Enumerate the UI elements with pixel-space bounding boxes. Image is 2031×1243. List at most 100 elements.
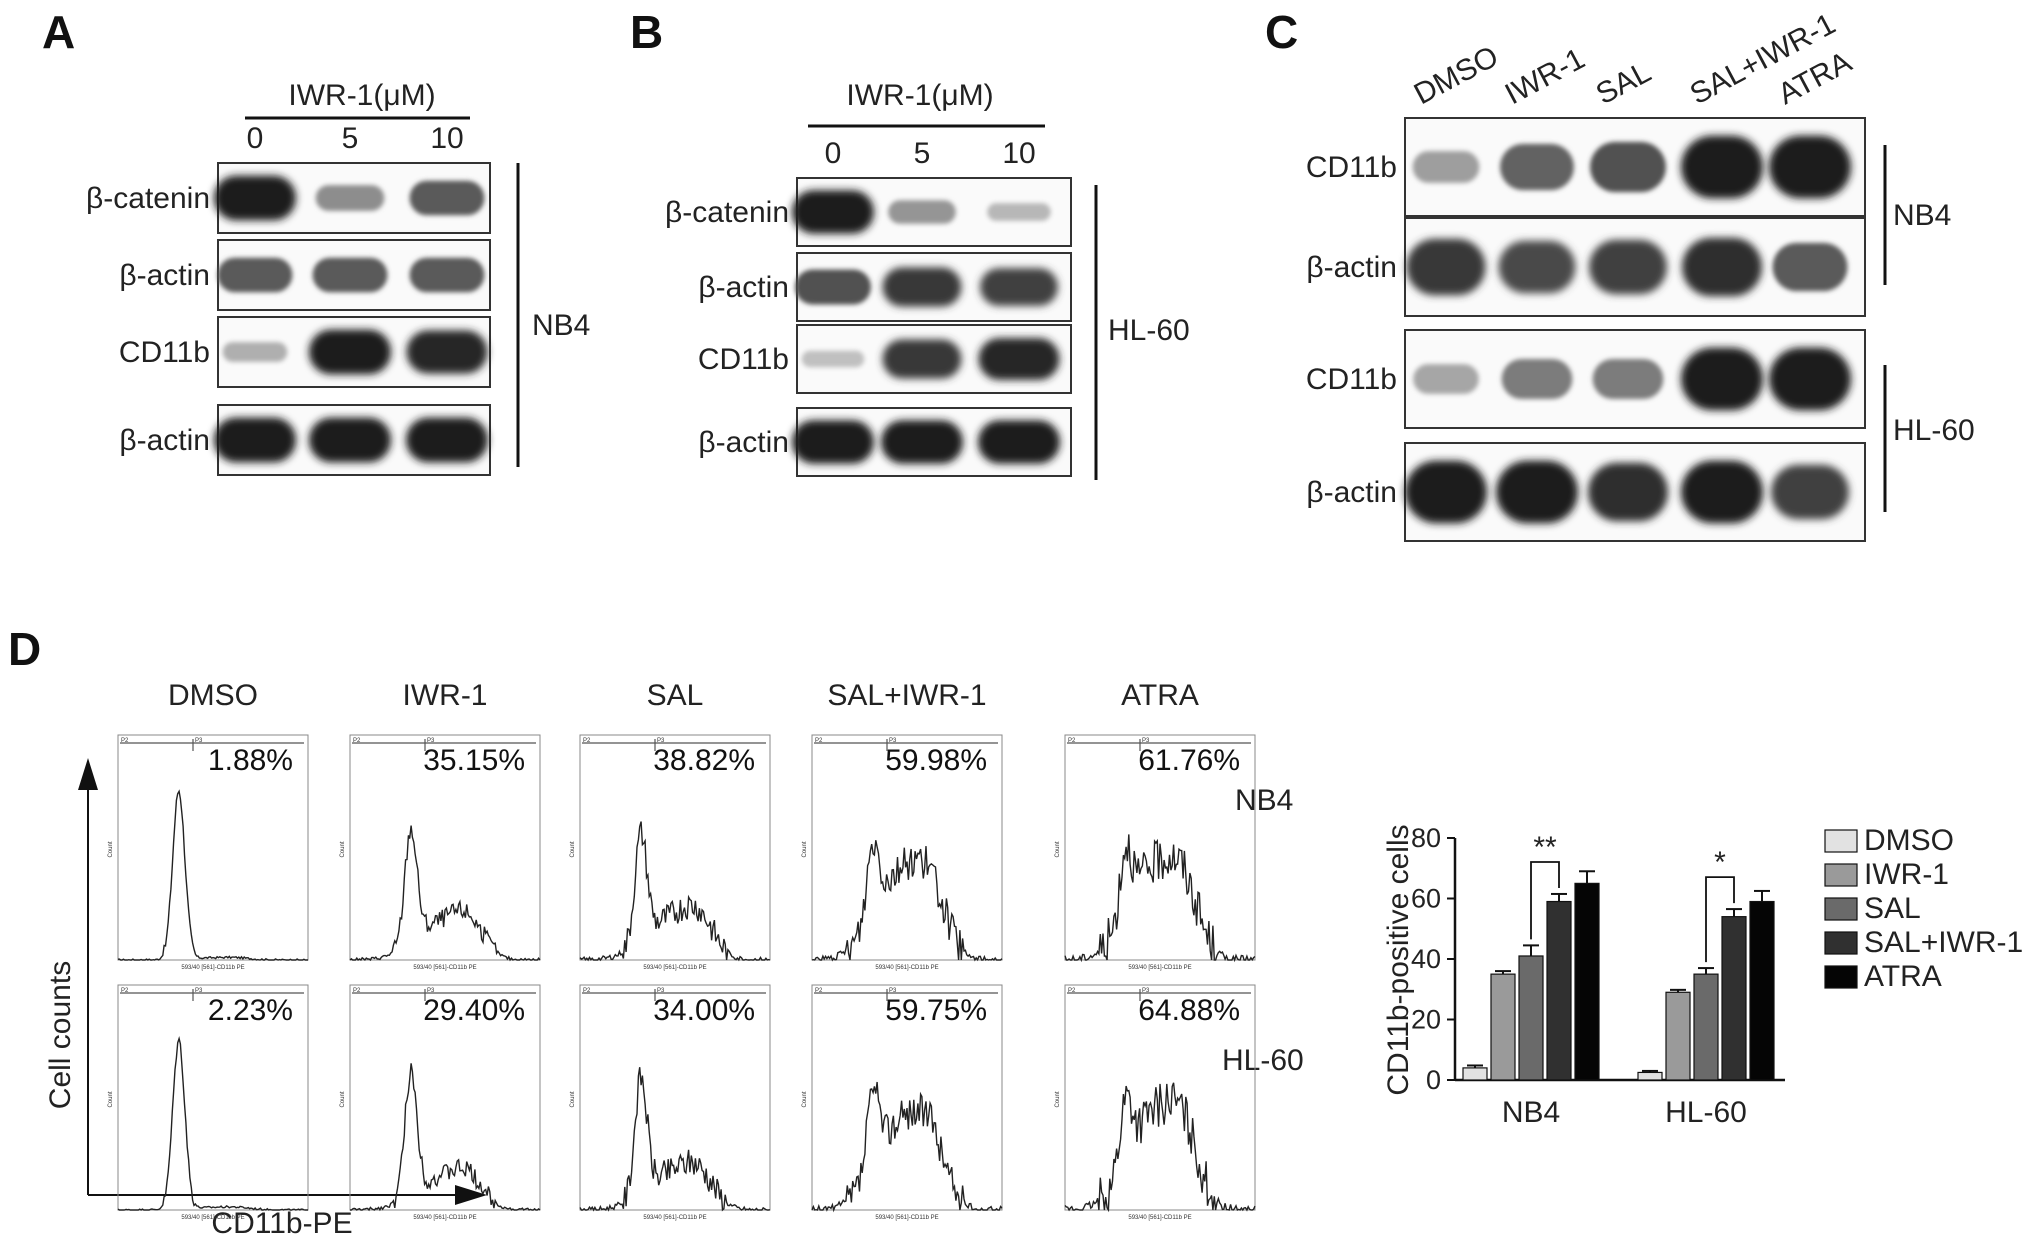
significance-label: **	[1533, 831, 1557, 864]
blot-band	[1772, 242, 1848, 292]
blot-band	[409, 257, 485, 293]
hist-x-label: 593/40 [561]-CD11b PE	[875, 965, 938, 971]
hist-x-label: 593/40 [561]-CD11b PE	[643, 965, 706, 971]
blot-band	[312, 257, 388, 293]
histogram-frame	[579, 734, 771, 961]
histogram-trace	[349, 825, 541, 962]
gate-label-p3: P3	[195, 738, 203, 744]
blot-band	[881, 420, 963, 464]
lane-label: SAL	[1591, 55, 1657, 111]
bar-hl-60-2	[1693, 973, 1719, 1081]
gate-label-p2: P2	[353, 988, 361, 994]
condition-header: DMSO	[168, 679, 258, 712]
nb4-label: NB4	[1893, 199, 1951, 232]
blot-row-label: β-actin	[119, 424, 210, 457]
blot-band	[1681, 135, 1763, 199]
gate-label-p3: P3	[657, 738, 665, 744]
histogram-trace	[811, 840, 1003, 962]
bar-nb4-2	[1518, 955, 1544, 1081]
blot-row-label: β-actin	[1306, 251, 1397, 284]
hl60-label: HL-60	[1893, 414, 1975, 447]
cd11b-pe-label: CD11b-PE	[211, 1207, 352, 1240]
gate-label-p2: P2	[815, 988, 823, 994]
hist-count-label: Count	[108, 841, 114, 857]
blot-band	[309, 329, 391, 375]
blot-band	[406, 330, 488, 374]
hist-x-label: 593/40 [561]-CD11b PE	[875, 1215, 938, 1221]
lane-label: 0	[825, 137, 842, 170]
blot-band	[1496, 460, 1578, 524]
legend-label-1: IWR-1	[1864, 858, 1949, 891]
blot-band	[882, 339, 962, 379]
blot-band	[795, 269, 871, 305]
gate-label-p3: P3	[1142, 988, 1150, 994]
bar-nb4-4	[1574, 882, 1600, 1081]
western-blot-panel-b: IWR-1(μM) HL-60 0 5 10 β-catenin β-actin CD11…	[665, 79, 1190, 480]
lane-label: 10	[430, 122, 463, 155]
row-label-nb4: NB4	[1235, 784, 1293, 817]
blot-band	[792, 420, 874, 464]
blot-band	[214, 175, 296, 221]
blot-row-label: β-catenin	[86, 182, 210, 215]
blot-band	[1500, 143, 1574, 191]
bar-nb4-1	[1490, 973, 1516, 1081]
bar-nb4-3	[1546, 900, 1572, 1081]
blot-band	[1589, 239, 1667, 295]
cd11b-percent: 2.23%	[208, 994, 293, 1027]
panel-label-c: C	[1265, 6, 1298, 58]
hist-count-label: Count	[802, 1091, 808, 1107]
gate-label-p3: P3	[889, 988, 897, 994]
blot-row-label: β-actin	[119, 259, 210, 292]
panel-label-a: A	[42, 6, 75, 58]
legend-swatch-4	[1824, 965, 1858, 989]
category-label: HL-60	[1665, 1096, 1747, 1129]
histogram-trace	[811, 1081, 1003, 1213]
x-arrow-head	[455, 1185, 487, 1205]
lane-label: IWR-1	[1500, 42, 1591, 111]
blot-band	[1769, 347, 1851, 411]
flow-cytometry-panel: Cell counts CD11b-PE NB4 HL-60 DMSO IWR-1…	[44, 679, 1304, 1240]
gate-label-p2: P2	[121, 738, 129, 744]
blot-row-label: β-catenin	[665, 196, 789, 229]
cd11b-percent: 59.75%	[885, 994, 987, 1027]
gate-label-p3: P3	[195, 988, 203, 994]
histogram-frame	[117, 984, 309, 1211]
hist-count-label: Count	[108, 1091, 114, 1107]
blot-band	[222, 342, 288, 362]
histogram-trace	[579, 821, 771, 962]
blot-band	[987, 203, 1051, 221]
condition-header: IWR-1	[403, 679, 488, 712]
bar-hl-60-3	[1721, 916, 1747, 1081]
cd11b-percent: 29.40%	[423, 994, 525, 1027]
legend-label-3: SAL+IWR-1	[1864, 926, 2023, 959]
hist-count-label: Count	[1055, 1091, 1061, 1107]
blot-band	[315, 185, 385, 211]
western-blot-panel-a: IWR-1(μM) NB4 0 5 10 β-catenin β-actin CD11b β…	[86, 79, 590, 476]
blot-band	[1498, 240, 1576, 294]
lane-label: 5	[914, 137, 931, 170]
blot-band	[1588, 462, 1668, 522]
y-tick-label: 60	[1411, 884, 1441, 914]
legend-swatch-0	[1824, 829, 1858, 853]
legend-label-2: SAL	[1864, 892, 1921, 925]
hist-x-label: 593/40 [561]-CD11b PE	[413, 965, 476, 971]
legend-swatch-3	[1824, 931, 1858, 955]
histogram-frame	[811, 734, 1003, 961]
condition-header: ATRA	[1121, 679, 1199, 712]
blot-band	[792, 190, 874, 234]
blot-band	[406, 417, 488, 463]
cell-line-label: HL-60	[1108, 314, 1190, 347]
cd11b-percent: 34.00%	[653, 994, 755, 1027]
blot-row-label: β-actin	[698, 426, 789, 459]
legend-label-4: ATRA	[1864, 960, 1942, 993]
legend-swatch-2	[1824, 897, 1858, 921]
hist-count-label: Count	[340, 841, 346, 857]
blot-row-label: CD11b	[698, 343, 789, 376]
y-tick-label: 80	[1411, 823, 1441, 853]
histogram-frame	[349, 734, 541, 961]
blot-band	[882, 267, 962, 307]
category-label: NB4	[1502, 1096, 1560, 1129]
hist-x-label: 593/40 [561]-CD11b PE	[643, 1215, 706, 1221]
